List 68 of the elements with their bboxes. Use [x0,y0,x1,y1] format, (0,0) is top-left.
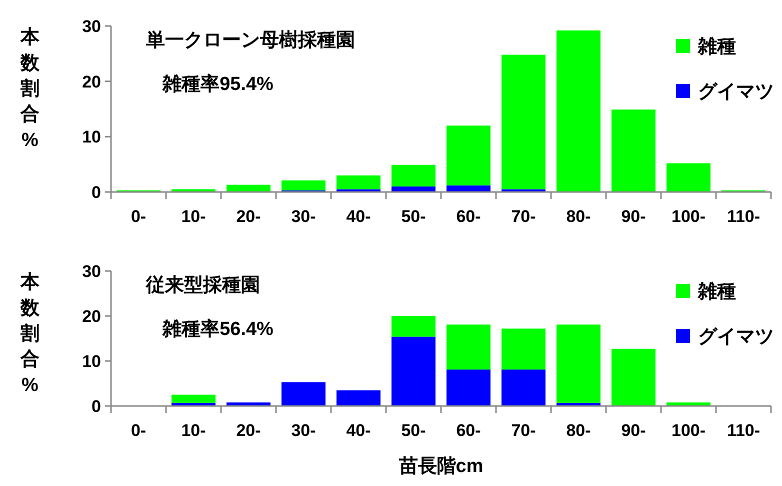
annotation: 雑種率56.4% [162,318,274,340]
y-tick-label: 30 [82,262,101,281]
bar [446,324,490,370]
y-tick-label: 30 [82,16,101,36]
bar [502,328,546,370]
y-tick-label: 20 [82,72,101,92]
x-tick-label: 50- [401,421,426,440]
x-tick-label: 40- [346,207,371,226]
bar [446,185,490,192]
x-tick-label: 20- [236,207,261,226]
legend-label: 雑種 [697,36,736,58]
bar [612,348,656,406]
x-tick-label: 10- [181,421,206,440]
bar [446,126,490,186]
x-axis-title: 苗長階cm [398,456,484,477]
x-tick-label: 10- [181,207,206,226]
bar [502,189,546,192]
bar [336,189,380,192]
chart-title: 従来型採種園 [145,274,260,296]
x-tick-label: 20- [236,421,261,440]
bar [336,175,380,190]
x-tick-label: 70- [511,421,536,440]
bar [392,186,436,192]
x-tick-label: 0- [130,421,146,440]
x-tick-label: 60- [456,207,481,226]
x-tick-label: 30- [291,421,316,440]
bar [282,382,326,406]
y-tick-label: 0 [92,396,101,416]
bar [556,30,600,192]
bar [502,370,546,406]
y-tick-label: 0 [92,182,101,202]
bar [556,324,600,403]
bar [446,370,490,406]
x-tick-label: 90- [621,421,646,440]
x-tick-label: 0- [130,207,146,226]
x-tick-label: 100- [671,207,706,226]
bar [392,164,436,186]
annotation: 雑種率95.4% [162,73,274,95]
x-tick-label: 40- [346,421,371,440]
bar [666,163,710,192]
x-tick-label: 110- [726,207,760,226]
y-tick-label: 10 [82,352,101,371]
bar [392,336,436,406]
bar [172,189,216,192]
bar [282,180,326,190]
legend-label: 雑種 [697,282,736,303]
x-tick-label: 110- [726,421,760,440]
y-axis-title: 本数割合% [20,271,40,396]
bar [172,394,216,403]
bar [336,390,380,406]
bar [502,54,546,190]
x-tick-label: 80- [566,421,591,440]
chart-title: 単一クローン母樹採種園 [145,30,355,51]
x-tick-label: 90- [621,207,646,226]
x-tick-label: 70- [511,207,536,226]
y-tick-label: 20 [82,306,101,326]
y-axis-title: 本数割合% [20,26,40,151]
x-tick-label: 60- [456,421,481,440]
legend-label: グイマツ [698,82,774,103]
x-tick-label: 100- [671,421,706,440]
y-tick-label: 10 [82,128,101,147]
legend-label: グイマツ [698,326,774,348]
x-tick-label: 80- [566,207,591,226]
x-tick-label: 50- [401,207,426,226]
bar [612,110,656,192]
bar [226,184,270,192]
bar [392,316,436,337]
x-tick-label: 30- [291,207,316,226]
